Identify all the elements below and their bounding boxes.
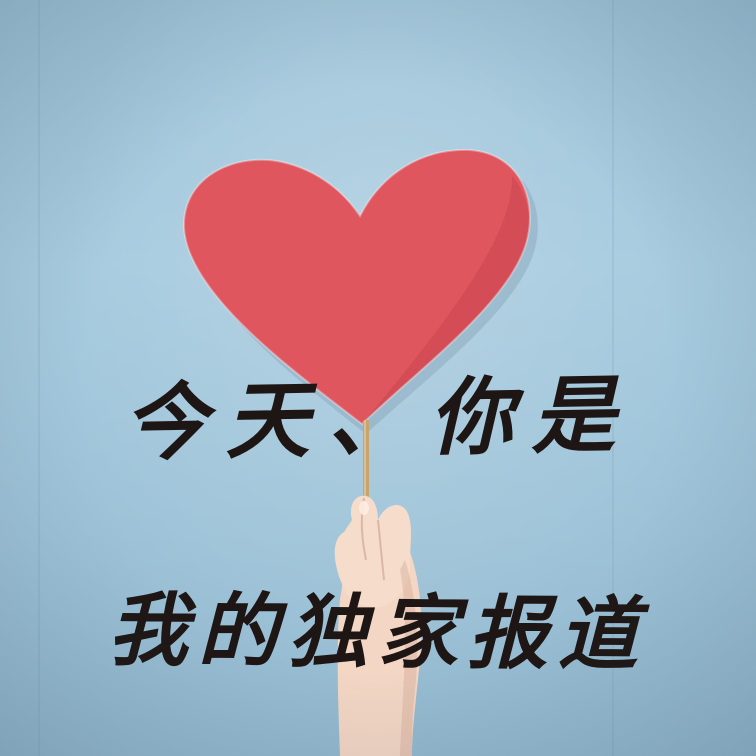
arm-shadow bbox=[400, 560, 418, 756]
heart-highlight bbox=[362, 176, 530, 424]
caption-line-1: 今天、你是 bbox=[122, 365, 634, 473]
caption-line-2: 我的独家报道 bbox=[107, 583, 649, 682]
fingernail bbox=[359, 501, 369, 515]
wall-seam bbox=[612, 0, 614, 756]
heart-edge bbox=[182, 148, 531, 426]
heart-icon bbox=[183, 149, 530, 424]
hand bbox=[334, 495, 411, 608]
stick-highlight bbox=[364, 420, 366, 530]
wall-seam bbox=[38, 0, 40, 756]
